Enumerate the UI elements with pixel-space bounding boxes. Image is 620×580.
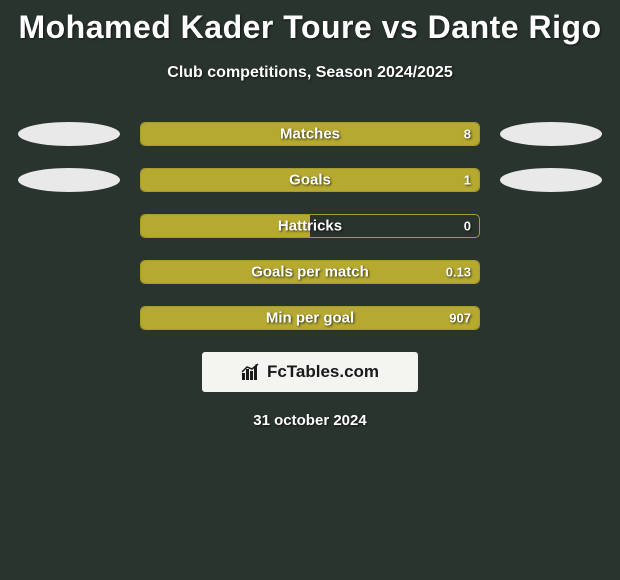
stats-list: Matches 8 Goals 1 Hattricks 0 Goals per match 0… <box>0 122 620 330</box>
stat-label: Hattricks <box>278 218 342 235</box>
stat-row: Goals 1 <box>0 168 620 192</box>
stat-row: Matches 8 <box>0 122 620 146</box>
stat-bar: Min per goal 907 <box>140 306 480 330</box>
stat-bar: Matches 8 <box>140 122 480 146</box>
stat-value-right: 907 <box>449 311 471 326</box>
stat-label: Matches <box>280 126 340 143</box>
stat-value-right: 0.13 <box>446 265 471 280</box>
stat-label: Goals <box>289 172 331 189</box>
stat-value-right: 0 <box>464 219 471 234</box>
portrait-placeholder-icon <box>18 168 120 192</box>
player-left-portrait <box>16 260 122 284</box>
portrait-placeholder-icon <box>500 168 602 192</box>
player-right-portrait <box>498 214 604 238</box>
player-left-portrait <box>16 122 122 146</box>
player-right-portrait <box>498 122 604 146</box>
stat-bar-right-fill <box>310 169 479 191</box>
player-right-portrait <box>498 168 604 192</box>
stat-bar: Hattricks 0 <box>140 214 480 238</box>
brand-badge: FcTables.com <box>202 352 418 392</box>
portrait-placeholder-icon <box>18 122 120 146</box>
stat-row: Goals per match 0.13 <box>0 260 620 284</box>
stat-label: Goals per match <box>251 264 369 281</box>
player-left-portrait <box>16 168 122 192</box>
player-left-portrait <box>16 214 122 238</box>
footer-date: 31 october 2024 <box>0 412 620 429</box>
stat-bar: Goals per match 0.13 <box>140 260 480 284</box>
player-left-portrait <box>16 306 122 330</box>
player-right-portrait <box>498 306 604 330</box>
brand-text: FcTables.com <box>267 362 379 382</box>
player-right-portrait <box>498 260 604 284</box>
bar-chart-icon <box>241 363 261 381</box>
stat-label: Min per goal <box>266 310 354 327</box>
stat-bar: Goals 1 <box>140 168 480 192</box>
stat-bar-left-fill <box>141 169 310 191</box>
page-subtitle: Club competitions, Season 2024/2025 <box>0 64 620 82</box>
page-title: Mohamed Kader Toure vs Dante Rigo <box>0 9 620 46</box>
stat-row: Hattricks 0 <box>0 214 620 238</box>
comparison-infographic: Mohamed Kader Toure vs Dante Rigo Club c… <box>0 0 620 429</box>
portrait-placeholder-icon <box>500 122 602 146</box>
stat-value-right: 8 <box>464 127 471 142</box>
stat-value-right: 1 <box>464 173 471 188</box>
stat-row: Min per goal 907 <box>0 306 620 330</box>
